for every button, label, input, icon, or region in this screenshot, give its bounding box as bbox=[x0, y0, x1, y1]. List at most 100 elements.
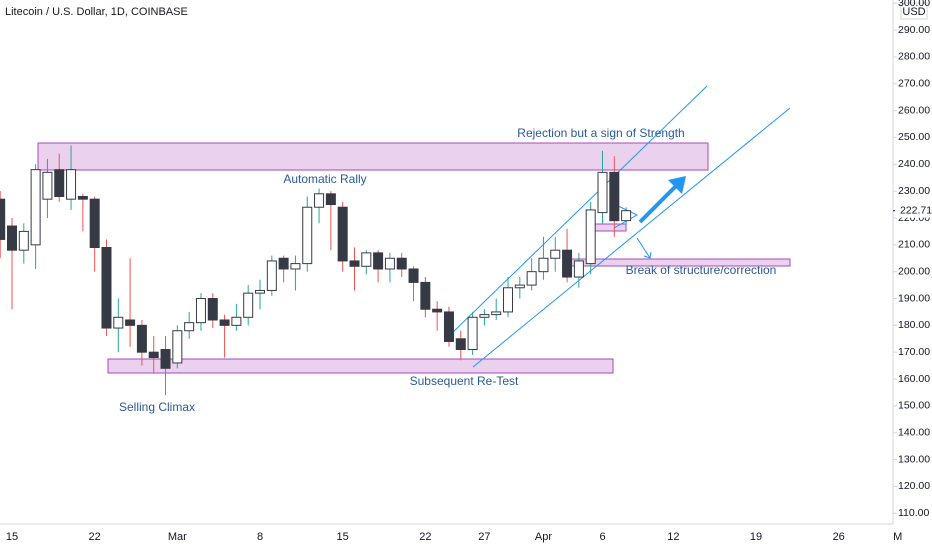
support-zone bbox=[107, 358, 614, 374]
body bbox=[573, 260, 584, 278]
y-tick-label: 200.00 bbox=[898, 265, 930, 277]
resistance-zone bbox=[37, 142, 709, 171]
x-tick-label: 12 bbox=[667, 531, 679, 543]
body bbox=[361, 252, 372, 267]
y-tick-label: 160.00 bbox=[898, 373, 930, 385]
candles bbox=[0, 145, 632, 396]
y-tick-label: 180.00 bbox=[898, 319, 930, 331]
y-tick-label: 250.00 bbox=[898, 131, 930, 143]
body bbox=[514, 284, 525, 289]
y-tick-label: 260.00 bbox=[898, 104, 930, 116]
body bbox=[337, 206, 348, 262]
body bbox=[255, 289, 266, 294]
body bbox=[148, 351, 159, 359]
body bbox=[408, 268, 419, 283]
x-tick-label: 6 bbox=[599, 531, 605, 543]
body bbox=[184, 322, 195, 332]
body bbox=[160, 349, 171, 369]
body bbox=[349, 260, 360, 267]
body bbox=[207, 298, 218, 321]
x-tick-label: 26 bbox=[833, 531, 845, 543]
price-box bbox=[895, 203, 931, 218]
body bbox=[526, 271, 537, 286]
body bbox=[384, 257, 395, 270]
y-tick-label: 110.00 bbox=[898, 507, 929, 519]
y-tick-label: 230.00 bbox=[898, 185, 930, 197]
body bbox=[113, 316, 124, 329]
body bbox=[467, 316, 478, 351]
body bbox=[231, 316, 242, 326]
y-tick-label: 290.00 bbox=[898, 24, 930, 36]
annotation: Subsequent Re-Test bbox=[410, 374, 519, 388]
annotation: Automatic Rally bbox=[283, 172, 366, 186]
body bbox=[89, 198, 100, 249]
x-tick-label: 27 bbox=[478, 531, 490, 543]
small-arrow bbox=[613, 203, 639, 229]
body bbox=[538, 257, 549, 273]
body bbox=[243, 292, 254, 318]
y-tick-label: 170.00 bbox=[898, 346, 930, 358]
x-tick-label: Apr bbox=[535, 531, 552, 543]
y-tick-label: 120.00 bbox=[898, 480, 930, 492]
body bbox=[396, 257, 407, 270]
body bbox=[54, 169, 65, 197]
channel-lower bbox=[472, 107, 791, 368]
body bbox=[30, 169, 41, 246]
body bbox=[172, 330, 183, 364]
body bbox=[7, 225, 17, 251]
big-arrow bbox=[638, 184, 678, 224]
x-tick-label: 8 bbox=[257, 531, 263, 543]
x-tick-label: 15 bbox=[6, 531, 18, 543]
body bbox=[0, 198, 6, 240]
body bbox=[136, 324, 147, 353]
body bbox=[491, 311, 502, 316]
y-tick-label: 270.00 bbox=[898, 78, 930, 90]
body bbox=[443, 311, 454, 342]
big-arrow-head bbox=[668, 176, 686, 194]
annotation: Selling Climax bbox=[119, 400, 195, 414]
body bbox=[420, 281, 431, 310]
body bbox=[621, 210, 632, 222]
body bbox=[314, 193, 325, 208]
y-tick-label: 240.00 bbox=[898, 158, 930, 170]
y-tick-label: 190.00 bbox=[898, 292, 930, 304]
body bbox=[562, 249, 573, 278]
x-tick-label: 15 bbox=[337, 531, 349, 543]
chart-title: Litecoin / U.S. Dollar, 1D, COINBASE bbox=[5, 6, 188, 18]
y-tick-label: 150.00 bbox=[898, 400, 930, 412]
body bbox=[373, 252, 384, 270]
channel-upper bbox=[449, 85, 708, 336]
small-zone bbox=[594, 223, 627, 232]
body bbox=[42, 171, 53, 200]
body bbox=[266, 260, 277, 291]
y-tick-label: 300.00 bbox=[898, 0, 930, 9]
y-tick-label: 130.00 bbox=[898, 453, 930, 465]
y-tick-label: 280.00 bbox=[898, 51, 930, 63]
body bbox=[432, 308, 443, 313]
body bbox=[609, 171, 620, 222]
body bbox=[18, 230, 29, 251]
annotation: Break of structure/correction bbox=[626, 263, 777, 277]
currency: USD bbox=[902, 6, 925, 18]
body bbox=[503, 287, 514, 313]
down-arrow bbox=[636, 237, 652, 259]
body bbox=[101, 247, 112, 329]
body bbox=[77, 196, 88, 200]
x-tick-label: 22 bbox=[89, 531, 101, 543]
body bbox=[278, 257, 289, 270]
x-tick-label: 22 bbox=[419, 531, 431, 543]
body bbox=[597, 171, 608, 214]
x-tick-label: Mar bbox=[168, 531, 187, 543]
body bbox=[550, 249, 561, 259]
body bbox=[585, 209, 596, 265]
body bbox=[290, 263, 301, 270]
body bbox=[479, 314, 490, 318]
body bbox=[195, 298, 206, 324]
x-tick-label: M bbox=[893, 531, 902, 543]
y-tick-label: 140.00 bbox=[898, 427, 930, 439]
y-tick-label: 210.00 bbox=[898, 239, 930, 251]
currency-box bbox=[900, 2, 928, 20]
body bbox=[219, 319, 230, 326]
